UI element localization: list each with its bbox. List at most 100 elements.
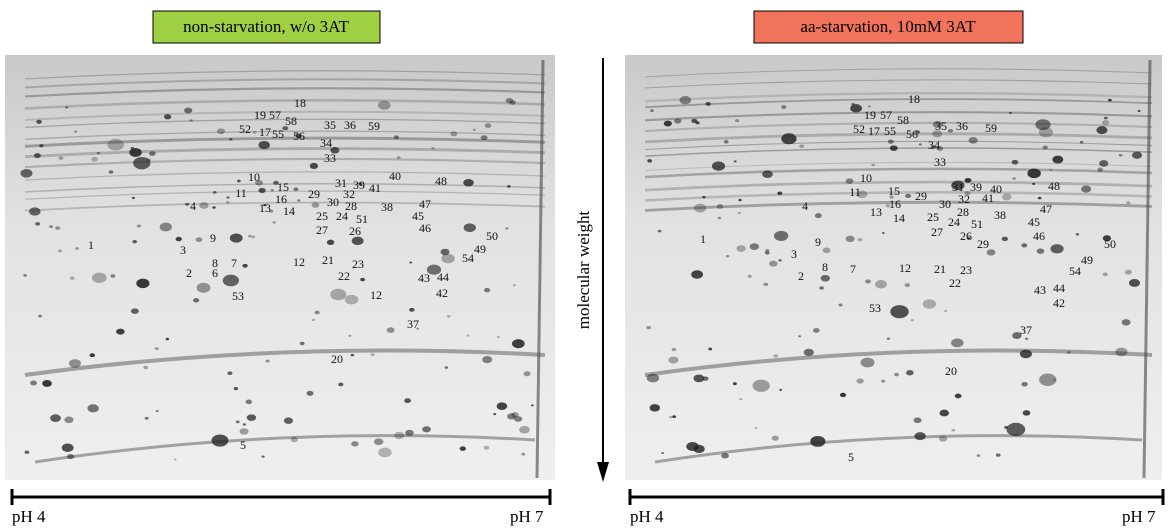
blob	[330, 288, 347, 301]
blob	[1128, 278, 1141, 287]
blob	[42, 380, 52, 387]
blob	[661, 451, 665, 455]
streak	[24, 87, 546, 98]
blob	[511, 339, 525, 349]
blob	[196, 282, 211, 293]
ph-label: pH 4	[12, 507, 46, 526]
blob	[519, 425, 530, 434]
streak	[24, 171, 546, 181]
blob	[175, 236, 182, 242]
blob	[450, 131, 458, 137]
blob	[910, 319, 914, 322]
spot-label: 46	[1033, 229, 1045, 243]
blob	[466, 334, 470, 337]
blob	[939, 409, 949, 417]
spot-label: 32	[958, 192, 970, 206]
blob	[35, 222, 41, 226]
blob	[483, 287, 491, 293]
spot-label: 12	[899, 261, 911, 275]
spot-label: 29	[308, 187, 320, 201]
blob	[763, 282, 769, 287]
blob	[1012, 332, 1022, 339]
blob	[1102, 272, 1108, 277]
blob	[669, 415, 673, 419]
streak	[644, 132, 1153, 144]
spot-label: 34	[320, 136, 332, 150]
blob	[781, 105, 787, 109]
blob	[951, 428, 956, 432]
blob	[736, 245, 746, 252]
spot-label: 10	[248, 170, 260, 184]
spot-label: 24	[948, 215, 960, 229]
blob	[91, 272, 107, 284]
blob	[778, 259, 782, 262]
blob	[867, 105, 871, 108]
blob	[732, 382, 737, 386]
spot-label: 3	[791, 247, 797, 261]
blob	[1025, 337, 1029, 340]
blob	[915, 130, 920, 134]
blob	[237, 179, 241, 183]
gel-right	[625, 55, 1162, 480]
spot-label: 32	[343, 187, 355, 201]
spot-label: 6	[212, 266, 218, 280]
blob	[293, 187, 299, 192]
blob	[212, 206, 216, 209]
spot-label: 45	[412, 209, 424, 223]
streak	[24, 190, 546, 200]
spot-label: 13	[259, 201, 271, 215]
blob	[814, 213, 822, 219]
spot-label: 59	[985, 121, 997, 135]
spot-label: 44	[1053, 281, 1065, 295]
blob	[889, 195, 894, 199]
blob	[155, 410, 159, 413]
blob	[512, 284, 516, 287]
blob	[463, 178, 474, 187]
blob	[914, 432, 926, 441]
spot-label: 5	[848, 450, 854, 464]
blob	[820, 274, 830, 282]
blob	[845, 178, 854, 184]
blob	[995, 453, 1001, 457]
blob	[968, 137, 978, 144]
blob	[708, 347, 713, 351]
blob	[484, 123, 492, 128]
streak	[644, 68, 1153, 78]
blob	[493, 413, 497, 416]
streak	[24, 136, 546, 148]
spot-label: 25	[927, 210, 939, 224]
blob	[771, 435, 779, 441]
spot-label: 15	[888, 184, 900, 198]
spot-label: 8	[212, 256, 218, 270]
blob	[839, 392, 847, 398]
blob	[693, 374, 705, 383]
blob	[255, 179, 264, 186]
blob	[67, 454, 75, 460]
blob	[130, 308, 139, 314]
blob	[74, 130, 78, 133]
spot-label: 54	[1069, 264, 1081, 278]
blob	[482, 355, 493, 364]
spot-label: 20	[331, 352, 343, 366]
spot-label: 27	[931, 225, 943, 239]
blob	[813, 328, 820, 333]
blob	[69, 276, 75, 280]
blob	[87, 404, 99, 413]
spot-label: 12	[293, 255, 305, 269]
blob	[75, 247, 79, 250]
spot-label: 33	[934, 155, 946, 169]
blob	[263, 204, 267, 207]
blob	[881, 379, 886, 383]
blob	[856, 378, 864, 384]
spot-label: 15	[277, 180, 289, 194]
blob	[860, 357, 875, 368]
spot-label: 8	[822, 260, 828, 274]
spot-label: 28	[345, 199, 357, 213]
blob	[762, 170, 773, 179]
blob	[36, 119, 42, 124]
blob	[23, 274, 27, 277]
blob	[405, 429, 414, 436]
blob	[906, 370, 914, 376]
blob	[233, 387, 239, 391]
spot-label: 36	[956, 119, 968, 133]
